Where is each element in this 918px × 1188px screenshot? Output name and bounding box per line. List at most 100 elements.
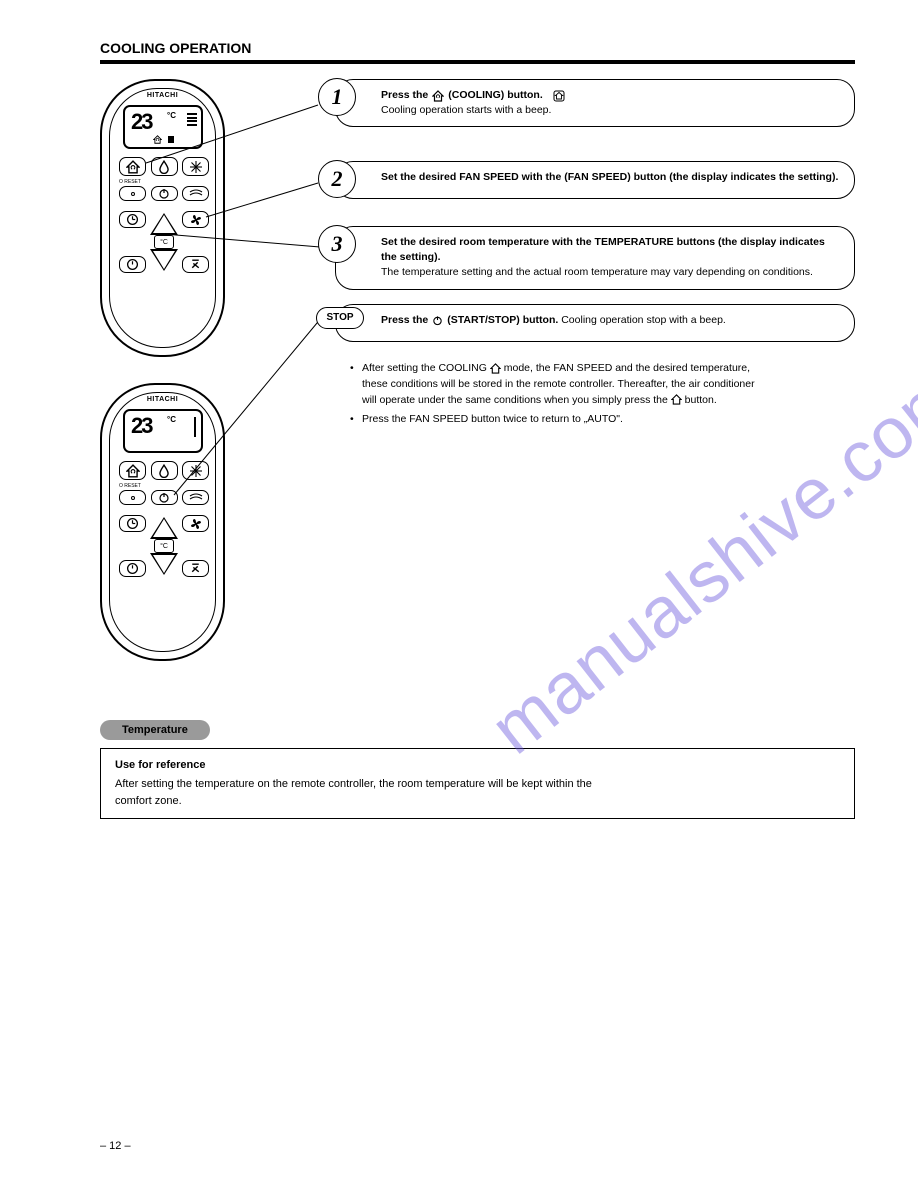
signal-bars-icon xyxy=(187,113,197,127)
button-row-1 xyxy=(119,157,209,176)
page-title: COOLING OPERATION xyxy=(100,40,251,56)
house-note-icon-2 xyxy=(671,394,682,405)
sleep-button[interactable] xyxy=(182,256,209,273)
step-2-title: Set the desired FAN SPEED with the (FAN … xyxy=(381,170,838,185)
button-row-2 xyxy=(119,186,209,201)
display-temp: 23 xyxy=(131,109,151,135)
step-3-body: The temperature setting and the actual r… xyxy=(381,266,813,278)
step-stop: STOP Press the (START/STOP) button. Cool… xyxy=(335,304,855,342)
clock-on-icon-2 xyxy=(126,562,139,575)
step-2: 2 Set the desired FAN SPEED with the (FA… xyxy=(335,161,855,199)
temperature-line1: After setting the temperature on the rem… xyxy=(115,776,840,793)
remote-brand: HITACHI xyxy=(102,92,223,99)
reset-button-2[interactable] xyxy=(119,490,146,505)
power-icon-2 xyxy=(158,492,170,503)
fan-speed-button-2[interactable] xyxy=(182,515,209,532)
temp-label-2: °C xyxy=(154,539,174,553)
step-3-title: Set the desired room temperature with th… xyxy=(381,235,842,265)
temperature-header: Temperature xyxy=(100,720,210,740)
house-inline-icon-2 xyxy=(553,90,565,102)
button-row-4 xyxy=(119,256,209,273)
note-row-2: • Press the FAN SPEED button twice to re… xyxy=(350,412,855,428)
droplet-icon-2 xyxy=(158,464,170,478)
fan-icon-2 xyxy=(189,517,203,531)
note-row-1: • After setting the COOLING mode, the FA… xyxy=(350,361,855,408)
step-3-text: Set the desired room temperature with th… xyxy=(381,235,842,281)
clock-icon xyxy=(126,213,139,226)
swing-button[interactable] xyxy=(182,186,209,201)
remote-brand-2: HITACHI xyxy=(102,396,223,403)
remote-bottom: HITACHI 23 °C O RESET xyxy=(100,383,225,661)
content-area: HITACHI 23 °C O RESET xyxy=(100,79,855,699)
temperature-info-box: Use for reference After setting the temp… xyxy=(100,748,855,819)
droplet-icon xyxy=(158,160,170,174)
swing-icon-2 xyxy=(188,493,204,503)
display-lower-icons xyxy=(129,134,197,145)
sleep-button-2[interactable] xyxy=(182,560,209,577)
power-icon xyxy=(158,188,170,199)
reset-label: O RESET xyxy=(119,179,141,185)
temperature-section: Temperature Use for reference After sett… xyxy=(100,720,855,819)
swing-button-2[interactable] xyxy=(182,490,209,505)
reset-button[interactable] xyxy=(119,186,146,201)
step-1: 1 Press the (COOLING) button. Cooling op… xyxy=(335,79,855,127)
timer-on-button[interactable] xyxy=(119,256,146,273)
bar-icon xyxy=(168,136,174,143)
temperature-box-head: Use for reference xyxy=(115,757,840,774)
dot-icon-2 xyxy=(131,496,135,500)
timer-button-2[interactable] xyxy=(119,515,146,532)
page-number: – 12 – xyxy=(100,1140,131,1152)
power-button[interactable] xyxy=(151,186,178,201)
remote-top: HITACHI 23 °C O RESET xyxy=(100,79,225,357)
dehumidify-button[interactable] xyxy=(151,157,178,176)
fan-mode-button[interactable] xyxy=(182,157,209,176)
bullet-2: • xyxy=(350,412,362,428)
stop-label: STOP xyxy=(316,307,364,329)
page-container: COOLING OPERATION HITACHI 23 °C xyxy=(100,40,855,699)
display-temp-2: 23 xyxy=(131,413,151,439)
step-stop-title: Press the (START/STOP) button. xyxy=(381,313,558,328)
note-1-content: After setting the COOLING mode, the FAN … xyxy=(362,361,755,408)
house-cool-icon xyxy=(126,160,140,174)
step-3-number: 3 xyxy=(318,225,356,263)
step-stop-text: Press the (START/STOP) button. Cooling o… xyxy=(381,313,842,328)
cooling-button[interactable] xyxy=(119,157,146,176)
swing-icon xyxy=(188,189,204,199)
step-3: 3 Set the desired room temperature with … xyxy=(335,226,855,290)
remote-display: 23 °C xyxy=(123,105,203,149)
button-row-2b xyxy=(119,490,209,505)
step-1-body: Cooling operation starts with a beep. xyxy=(381,104,551,116)
fan-icon xyxy=(189,213,203,227)
note-2-content: Press the FAN SPEED button twice to retu… xyxy=(362,412,623,428)
button-row-4b xyxy=(119,560,209,577)
step-stop-body: Cooling operation stop with a beep. xyxy=(561,314,726,326)
button-row-1b xyxy=(119,461,209,480)
house-note-icon xyxy=(490,363,501,374)
temp-up-button[interactable] xyxy=(150,213,178,235)
house-cool-icon-2 xyxy=(126,464,140,478)
fan-mode-button-2[interactable] xyxy=(182,461,209,480)
dehumidify-button-2[interactable] xyxy=(151,461,178,480)
power-button-2[interactable] xyxy=(151,490,178,505)
bullet-1: • xyxy=(350,361,362,408)
step-1-text: Press the (COOLING) button. Cooling oper… xyxy=(381,88,842,118)
remote-display-2: 23 °C xyxy=(123,409,203,453)
house-inline-icon xyxy=(432,90,444,102)
timer-on-button-2[interactable] xyxy=(119,560,146,577)
fan-speed-button[interactable] xyxy=(182,211,209,228)
cooling-button-2[interactable] xyxy=(119,461,146,480)
timer-button[interactable] xyxy=(119,211,146,228)
temp-up-button-2[interactable] xyxy=(150,517,178,539)
snowflake-icon-2 xyxy=(189,464,203,478)
temperature-line2: comfort zone. xyxy=(115,793,840,810)
reset-label-2: O RESET xyxy=(119,483,141,489)
title-bar: COOLING OPERATION xyxy=(100,40,855,64)
bar-icon-2 xyxy=(194,417,196,437)
dot-icon xyxy=(131,192,135,196)
temp-label: °C xyxy=(154,235,174,249)
display-temp-unit-2: °C xyxy=(167,415,176,424)
step-1-number: 1 xyxy=(318,78,356,116)
step-2-number: 2 xyxy=(318,160,356,198)
notes-block: • After setting the COOLING mode, the FA… xyxy=(350,361,855,428)
house-icon xyxy=(153,135,162,144)
